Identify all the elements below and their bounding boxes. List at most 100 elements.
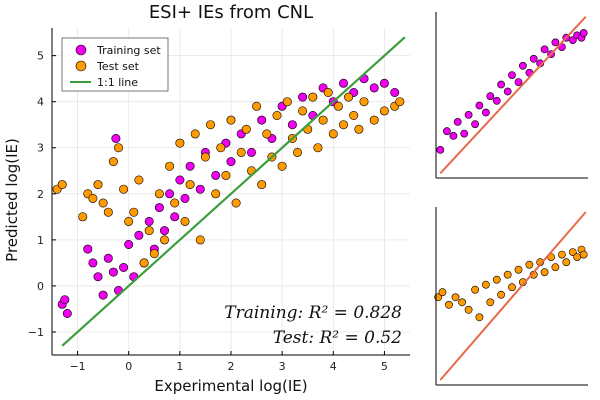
main-ticks: −1 0 1 2 3 4 5 −1 0 1 2 3 4 5 xyxy=(28,50,388,373)
identity-line xyxy=(61,36,406,347)
scatter-point xyxy=(124,216,134,226)
scatter-point xyxy=(165,189,175,199)
scatter-point xyxy=(344,92,354,102)
inset-test-point xyxy=(445,300,453,309)
inset-training-line xyxy=(439,16,587,174)
scatter-point xyxy=(185,180,195,190)
inset-training-identity-line xyxy=(439,16,587,174)
scatter-point xyxy=(195,184,205,194)
scatter-point xyxy=(108,267,118,277)
scatter-point xyxy=(395,97,405,107)
scatter-point xyxy=(272,111,282,121)
scatter-point xyxy=(338,120,348,130)
inset-test-point xyxy=(514,265,523,274)
scatter-point xyxy=(160,226,170,236)
scatter-point xyxy=(369,115,379,125)
scatter-point xyxy=(379,106,389,116)
scatter-point xyxy=(154,203,164,213)
y-tick-label: 3 xyxy=(37,142,44,155)
scatter-point xyxy=(241,124,251,134)
scatter-point xyxy=(134,230,144,240)
scatter-point xyxy=(93,180,103,190)
chart-title: ESI+ IEs from CNL xyxy=(149,2,313,23)
scatter-point xyxy=(180,193,190,203)
inset-training-point xyxy=(551,38,560,47)
scatter-point xyxy=(98,198,108,208)
inset-test-axes xyxy=(435,207,588,386)
scatter-point xyxy=(200,152,210,162)
inset-training-points xyxy=(436,29,588,154)
legend-test-marker xyxy=(75,60,87,72)
scatter-point xyxy=(333,101,343,111)
scatter-point xyxy=(298,106,308,116)
inset-training-point xyxy=(471,120,479,129)
scatter-point xyxy=(313,143,323,153)
scatter-point xyxy=(119,262,129,272)
inset-training-point xyxy=(449,131,458,140)
y-axis-label: Predicted log(IE) xyxy=(3,138,21,262)
inset-training-point xyxy=(492,96,501,105)
inset-test-point xyxy=(558,250,566,259)
inset-test-point xyxy=(551,263,560,272)
scatter-point xyxy=(134,175,144,185)
scatter-point xyxy=(226,115,236,125)
scatter-point xyxy=(287,120,297,130)
scatter-point xyxy=(88,193,98,203)
inset-training-point xyxy=(514,78,523,86)
scatter-point xyxy=(108,157,118,167)
inset-test-point xyxy=(451,293,460,302)
y-tick-label: 5 xyxy=(37,50,44,63)
scatter-point xyxy=(78,212,88,222)
scatter-point xyxy=(160,235,170,245)
scatter-point xyxy=(103,253,113,263)
inset-test-point xyxy=(458,298,466,307)
inset-training-point xyxy=(453,118,462,126)
inset-test-point xyxy=(562,258,571,267)
scatter-point xyxy=(390,88,400,98)
legend-training-label: Training set xyxy=(96,44,161,57)
scatter-point xyxy=(170,212,180,222)
inset-test-point xyxy=(471,285,479,294)
scatter-point xyxy=(323,88,333,98)
scatter-point xyxy=(129,207,139,217)
main-grid xyxy=(52,28,410,355)
scatter-point xyxy=(231,198,241,208)
x-axis-label: Experimental log(IE) xyxy=(154,377,307,395)
scatter-point xyxy=(349,111,359,121)
x-tick-label: 4 xyxy=(330,360,337,373)
inset-training-point xyxy=(497,80,505,89)
inset-test-point xyxy=(525,260,534,269)
scatter-point xyxy=(216,143,226,153)
scatter-point xyxy=(190,129,200,139)
inset-test-point xyxy=(573,253,581,261)
scatter-point xyxy=(221,170,231,180)
inset-training-point xyxy=(519,61,527,70)
inset-test-line xyxy=(439,211,587,381)
legend: Training set Test set 1:1 line xyxy=(61,37,169,92)
inset-test-point xyxy=(481,280,490,289)
scatter-point xyxy=(149,249,159,259)
scatter-point xyxy=(114,143,124,153)
inset-training-point xyxy=(481,108,490,117)
scatter-point xyxy=(338,78,348,88)
scatter-point xyxy=(292,147,302,157)
inset-test-point xyxy=(579,250,588,259)
scatter-point xyxy=(124,240,134,250)
scatter-point xyxy=(211,170,221,180)
annotation-test-r2: Test: R² = 0.52 xyxy=(273,328,402,348)
scatter-point xyxy=(170,198,180,208)
scatter-point xyxy=(165,161,175,171)
legend-line-label: 1:1 line xyxy=(97,76,138,89)
main-points xyxy=(52,74,405,318)
x-tick-label: 2 xyxy=(228,360,235,373)
inset-test-point xyxy=(492,275,501,284)
y-tick-label: 0 xyxy=(37,280,44,293)
x-tick-label: 1 xyxy=(176,360,183,373)
inset-training-point xyxy=(540,45,549,54)
scatter-point xyxy=(180,216,190,226)
scatter-point xyxy=(206,120,216,130)
inset-training-point xyxy=(486,92,495,101)
scatter-point xyxy=(98,290,108,300)
scatter-point xyxy=(354,124,364,134)
